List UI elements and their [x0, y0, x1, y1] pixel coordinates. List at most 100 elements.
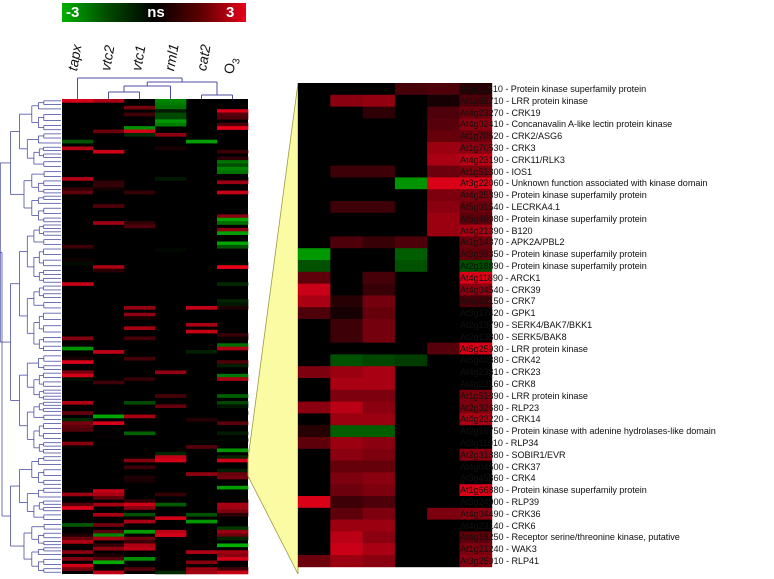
heatmap-cell [394, 106, 428, 119]
heatmap-cell [459, 389, 493, 402]
overview-cell [217, 221, 249, 225]
heatmap-cell [330, 366, 363, 379]
overview-cell [124, 516, 156, 521]
heatmap-cell [427, 555, 460, 568]
heatmap-cell [394, 354, 428, 367]
overview-cell [62, 187, 94, 191]
overview-cell [217, 373, 249, 378]
heatmap-cell [459, 425, 493, 438]
overview-cell [62, 550, 94, 554]
overview-cell [124, 546, 156, 551]
overview-cell [93, 553, 125, 558]
overview-cell [62, 346, 94, 351]
overview-cell [217, 156, 249, 161]
overview-cell [186, 322, 218, 327]
heatmap-cell [298, 460, 331, 473]
overview-cell [93, 492, 125, 497]
heatmap-cell [362, 189, 396, 202]
overview-cell [62, 567, 94, 571]
overview-cell [124, 519, 156, 524]
overview-cell [217, 550, 249, 554]
heatmap-cell [427, 248, 460, 261]
heatmap-cell [394, 378, 428, 391]
heatmap-cell [298, 248, 331, 261]
gene-label: At3g11010 - RLP34 [460, 438, 539, 448]
overview-cell [124, 529, 156, 534]
overview-cell [217, 468, 249, 473]
heatmap-cell [459, 366, 493, 379]
overview-cell [186, 550, 218, 554]
heatmap-cell [427, 425, 460, 438]
heatmap-cell [362, 472, 396, 485]
overview-cell [155, 109, 187, 113]
heatmap-cell [298, 189, 331, 202]
overview-cell [93, 265, 125, 269]
gene-label: At5g11410 - Protein kinase superfamily p… [460, 84, 647, 94]
heatmap-cell [394, 283, 428, 296]
overview-cell [124, 221, 156, 225]
heatmap-cell [459, 106, 493, 119]
heatmap-cell [330, 507, 363, 520]
heatmap-cell [330, 189, 363, 202]
overview-cell [62, 177, 94, 181]
overview-cell [124, 475, 156, 480]
heatmap-cell [394, 295, 428, 308]
overview-cell [124, 557, 156, 561]
overview-cell [93, 190, 125, 195]
heatmap-cell [330, 437, 363, 450]
heatmap-cell [330, 460, 363, 473]
scale-mid-label: ns [147, 4, 165, 21]
overview-cell [186, 139, 218, 144]
gene-label: At4g18250 - Receptor serine/threonine ki… [460, 532, 680, 543]
overview-cell [217, 506, 249, 510]
heatmap-cell [298, 283, 331, 296]
heatmap-cell [362, 295, 396, 308]
scale-max-label: 3 [226, 4, 235, 21]
overview-cell [93, 489, 125, 493]
heatmap-cell [394, 555, 428, 568]
heatmap-cell [427, 260, 460, 273]
heatmap-cell [330, 295, 363, 308]
heatmap-cell [330, 496, 363, 509]
overview-cell [93, 560, 125, 565]
heatmap-cell [362, 224, 396, 237]
heatmap-cell [394, 519, 428, 532]
overview-cell [217, 170, 249, 174]
overview-cell [217, 404, 249, 409]
heatmap-cell [298, 153, 331, 166]
heatmap-cell [362, 153, 396, 166]
heatmap-cell [298, 366, 331, 379]
heatmap-cell [330, 212, 363, 225]
gene-label: At4g02410 - Concanavalin A-like lectin p… [460, 119, 673, 130]
heatmap-cell [394, 271, 428, 284]
overview-cell [62, 244, 94, 249]
heatmap-cell [330, 118, 363, 131]
heatmap-cell [298, 342, 331, 355]
overview-cell [124, 356, 156, 361]
gene-label: At4g04490 - CRK36 [460, 508, 541, 519]
gene-label: At2g18890 - Protein kinase superfamily p… [460, 261, 647, 271]
heatmap-cell [362, 106, 396, 119]
overview-cell [93, 523, 125, 527]
gene-label: At2g13800 - SERK5/BAK8 [460, 331, 567, 342]
heatmap-cell [459, 83, 493, 96]
overview-cell [93, 529, 125, 534]
overview-cell [155, 105, 187, 110]
heatmap-cell [394, 319, 428, 332]
heatmap-cell [459, 212, 493, 225]
heatmap-cell [427, 437, 460, 450]
overview-cell [217, 431, 249, 436]
overview-cell [124, 414, 156, 419]
overview-cell [124, 465, 156, 470]
heatmap-cell [427, 118, 460, 131]
heatmap-cell [298, 389, 331, 402]
gene-label: At4g23140 - CRK6 [460, 520, 536, 531]
heatmap-cell [362, 201, 396, 214]
heatmap-cell [427, 366, 460, 379]
heatmap-cell [298, 142, 331, 155]
overview-cell [186, 570, 218, 575]
overview-cell [217, 438, 249, 442]
heatmap-cell [362, 330, 396, 343]
heatmap-cell [394, 165, 428, 178]
overview-cell [124, 536, 156, 541]
